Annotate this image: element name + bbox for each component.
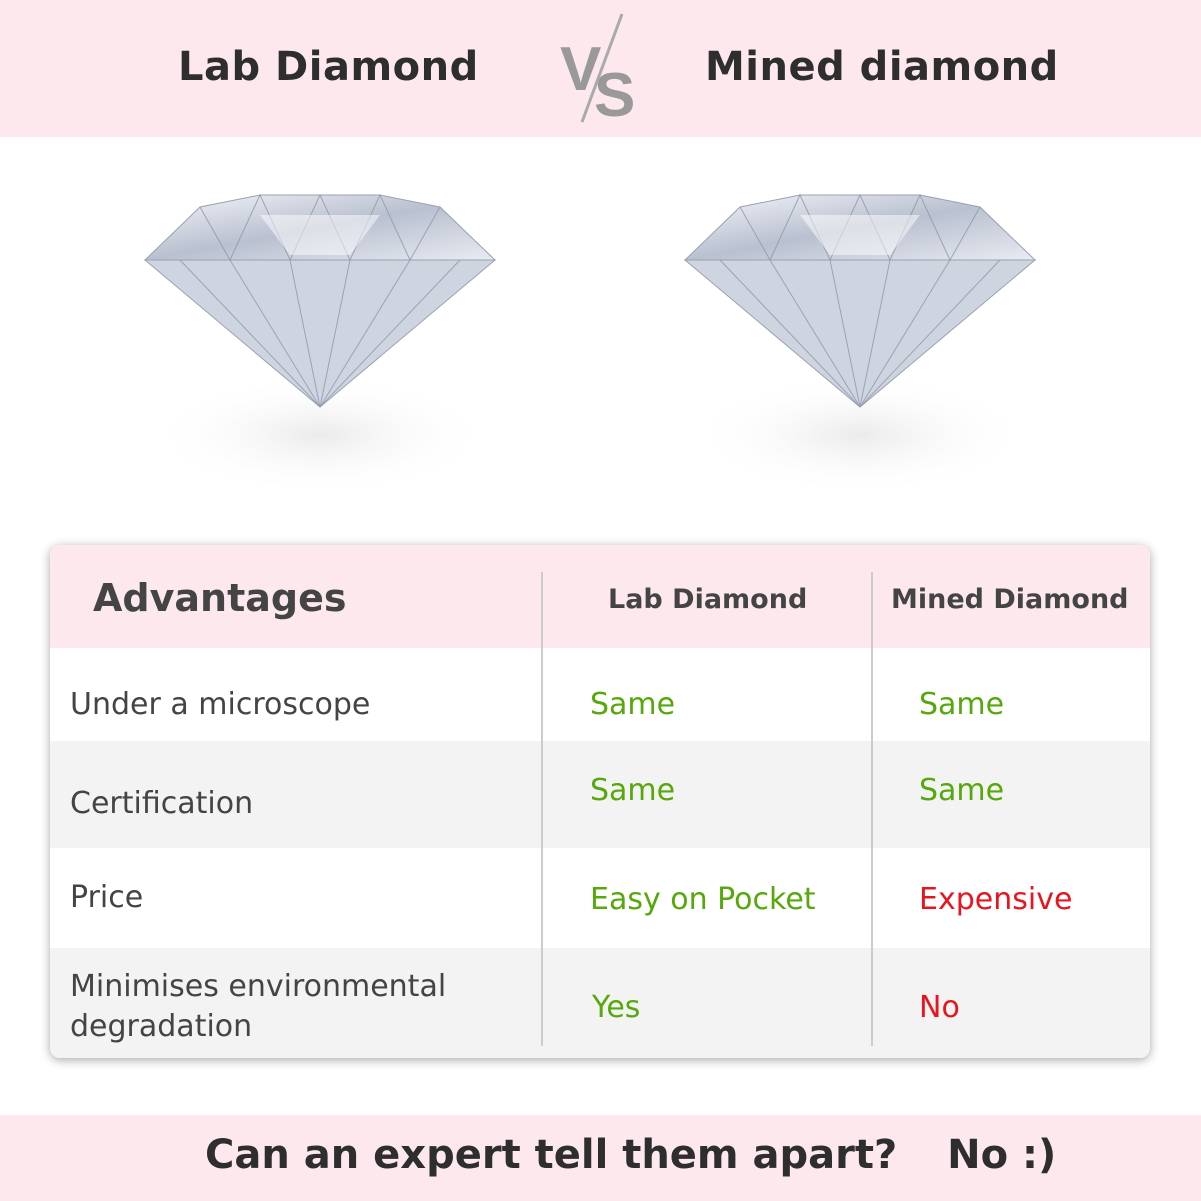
table-row: Minimises environmental degradation Yes … xyxy=(50,948,1150,1058)
table-row: Certification Same Same xyxy=(50,741,1150,848)
footer-band xyxy=(0,1115,1201,1201)
table-row: Price Easy on Pocket Expensive xyxy=(50,848,1150,948)
lab-diamond-image xyxy=(143,193,497,495)
mined-value: Expensive xyxy=(919,882,1073,917)
lab-value: Same xyxy=(590,773,676,808)
header-mined-diamond: Mined Diamond xyxy=(891,584,1129,615)
column-divider xyxy=(871,572,873,1046)
lab-value: Yes xyxy=(592,990,641,1025)
mined-value: Same xyxy=(919,773,1005,808)
header-advantages: Advantages xyxy=(93,576,347,620)
header-lab-diamond: Lab Diamond xyxy=(608,584,808,615)
row-label: Under a microscope xyxy=(70,687,371,722)
footer-answer: No :) xyxy=(947,1132,1057,1178)
row-label: Minimises environmental degradation xyxy=(70,969,447,1044)
table-row: Under a microscope Same Same xyxy=(50,648,1150,741)
footer-question: Can an expert tell them apart? xyxy=(205,1132,898,1178)
lab-value: Easy on Pocket xyxy=(590,882,816,917)
column-divider xyxy=(541,572,543,1046)
comparison-table: Advantages Lab Diamond Mined Diamond Und… xyxy=(50,545,1150,1058)
row-label: Certification xyxy=(70,786,254,821)
vs-logo: V S xyxy=(560,13,635,126)
table-header-row: Advantages Lab Diamond Mined Diamond xyxy=(50,545,1150,648)
lab-value: Same xyxy=(590,687,676,722)
lab-diamond-title: Lab Diamond xyxy=(178,44,479,90)
mined-diamond-title: Mined diamond xyxy=(705,44,1059,90)
mined-diamond-image xyxy=(683,193,1037,495)
row-label: Price xyxy=(70,880,144,915)
footer-text: Can an expert tell them apart? No :) xyxy=(205,1132,1056,1178)
mined-value: Same xyxy=(919,687,1005,722)
mined-value: No xyxy=(919,990,960,1025)
